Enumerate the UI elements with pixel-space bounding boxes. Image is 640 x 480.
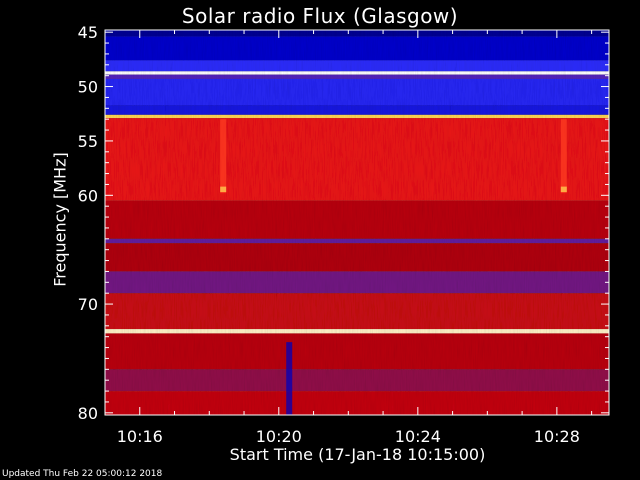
y-tick-label: 45 — [78, 23, 98, 42]
frequency-band-1 — [105, 36, 609, 61]
y-tick-label: 60 — [78, 186, 98, 205]
frequency-band-17 — [105, 391, 609, 415]
frequency-band-12 — [105, 271, 609, 294]
burst-1 — [560, 119, 567, 194]
x-tick-label: 10:24 — [395, 427, 441, 446]
frequency-band-5 — [105, 78, 609, 106]
x-tick-label: 10:16 — [117, 427, 163, 446]
plot-frame — [104, 29, 610, 416]
y-axis-ticks: 45 50 55 60 70 80 — [78, 23, 609, 423]
frequency-band-8 — [105, 118, 609, 201]
frequency-band-7 — [105, 114, 609, 119]
spectrogram-heatmap — [105, 30, 609, 415]
frequency-band-4 — [105, 74, 609, 79]
frequency-band-2 — [105, 60, 609, 72]
x-tick-label: 10:20 — [256, 427, 302, 446]
frequency-band-6 — [105, 105, 609, 115]
burst-0 — [220, 119, 227, 194]
frequency-band-15 — [105, 333, 609, 370]
frequency-band-14 — [105, 329, 609, 334]
y-tick-label: 50 — [78, 78, 98, 97]
frequency-band-10 — [105, 238, 609, 244]
frequency-band-9 — [105, 200, 609, 239]
x-axis-label: Start Time (17-Jan-18 10:15:00) — [229, 445, 486, 464]
burst-2 — [220, 186, 227, 193]
burst-4 — [286, 342, 293, 415]
y-tick-label: 80 — [78, 404, 98, 423]
y-tick-label: 70 — [78, 295, 98, 314]
frequency-band-13 — [105, 293, 609, 330]
burst-3 — [560, 186, 567, 193]
frequency-band-3 — [105, 71, 609, 75]
burst-marks — [220, 119, 567, 415]
frequency-band-16 — [105, 369, 609, 392]
y-tick-label: 55 — [78, 132, 98, 151]
frequency-band-0 — [105, 30, 609, 37]
frequency-band-11 — [105, 243, 609, 272]
x-axis-ticks: 10:16 10:20 10:24 10:28 — [104, 30, 593, 446]
updated-timestamp: Updated Thu Feb 22 05:00:12 2018 — [2, 469, 163, 479]
chart-title: Solar radio Flux (Glasgow) — [181, 4, 459, 28]
x-tick-label: 10:28 — [534, 427, 580, 446]
